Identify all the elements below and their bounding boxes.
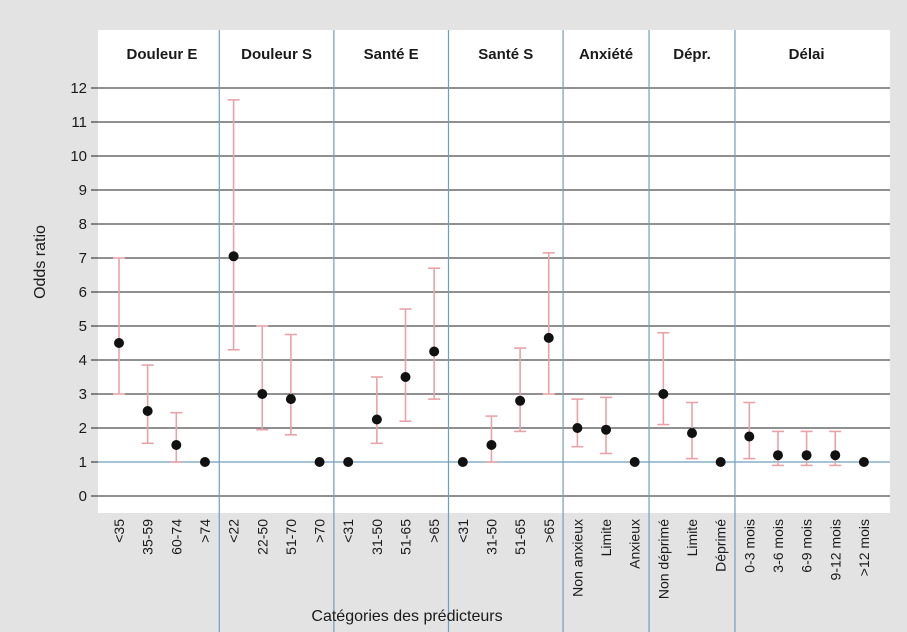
data-point bbox=[687, 428, 697, 439]
x-tick-label: Déprimé bbox=[713, 519, 729, 572]
data-point bbox=[371, 414, 382, 425]
x-tick-label: 31-50 bbox=[483, 519, 499, 555]
y-tick-label: 4 bbox=[79, 352, 87, 369]
x-tick-label: 0-3 mois bbox=[741, 519, 757, 573]
x-tick-label: >74 bbox=[197, 519, 213, 543]
y-tick-label: 5 bbox=[79, 318, 87, 335]
x-tick-label: Limite bbox=[598, 519, 614, 557]
y-tick-label: 9 bbox=[79, 182, 87, 199]
group-label: Santé S bbox=[478, 46, 533, 63]
x-tick-label: <22 bbox=[226, 519, 242, 543]
x-axis-ticks: <35 35-59 60-74 >74 <22 22-50 51-70 >70 <31 31-50… bbox=[111, 519, 872, 599]
y-tick-label: 2 bbox=[79, 420, 87, 437]
data-point bbox=[486, 440, 497, 450]
data-point bbox=[199, 457, 210, 467]
data-point bbox=[457, 457, 468, 467]
group-label: Délai bbox=[789, 46, 825, 63]
x-tick-label: >12 mois bbox=[856, 519, 872, 576]
x-tick-label: 6-9 mois bbox=[799, 519, 815, 573]
error-bars bbox=[113, 99, 842, 467]
y-axis-title: Odds ratio bbox=[32, 225, 49, 299]
data-point bbox=[629, 457, 640, 467]
gridlines bbox=[98, 87, 890, 497]
data-point bbox=[343, 457, 354, 467]
x-tick-label: 51-65 bbox=[398, 519, 414, 555]
data-point bbox=[114, 338, 124, 348]
data-point bbox=[543, 332, 554, 343]
y-tick-label: 8 bbox=[79, 216, 87, 233]
data-point bbox=[228, 251, 239, 262]
x-tick-label: Non déprimé bbox=[655, 519, 671, 599]
x-tick-label: Limite bbox=[684, 519, 700, 557]
x-tick-label: >65 bbox=[426, 519, 442, 543]
x-tick-label: Non anxieux bbox=[569, 519, 585, 597]
group-label: Santé E bbox=[364, 46, 419, 63]
x-tick-label: <35 bbox=[111, 519, 127, 543]
y-tick-label: 10 bbox=[70, 148, 87, 165]
x-tick-label: 60-74 bbox=[168, 519, 184, 555]
x-tick-label: >65 bbox=[541, 519, 557, 543]
x-tick-label: 3-6 mois bbox=[770, 519, 786, 573]
y-tick-label: 3 bbox=[79, 386, 87, 403]
x-tick-label: 22-50 bbox=[254, 519, 270, 555]
x-tick-label: 51-70 bbox=[283, 519, 299, 555]
x-axis-title: Catégories des prédicteurs bbox=[311, 608, 502, 625]
data-point bbox=[830, 450, 841, 461]
data-point bbox=[257, 389, 268, 399]
data-point bbox=[744, 431, 755, 442]
data-points bbox=[114, 251, 869, 467]
x-tick-label: 9-12 mois bbox=[827, 519, 843, 580]
x-tick-label: 51-65 bbox=[512, 519, 528, 555]
x-tick-label: 31-50 bbox=[369, 519, 385, 555]
data-point bbox=[801, 450, 812, 461]
data-point bbox=[400, 372, 411, 382]
data-point bbox=[314, 457, 325, 467]
y-tick-label: 11 bbox=[71, 114, 87, 131]
x-tick-label: Anxieux bbox=[627, 519, 643, 569]
group-label: Douleur S bbox=[241, 46, 312, 63]
plot-background bbox=[98, 30, 890, 513]
group-label: Douleur E bbox=[127, 46, 198, 63]
y-tick-label: 0 bbox=[79, 488, 87, 505]
x-tick-label: 35-59 bbox=[140, 519, 156, 555]
y-tick-label: 6 bbox=[79, 284, 87, 301]
y-tick-label: 1 bbox=[79, 454, 87, 471]
data-point bbox=[429, 346, 440, 357]
data-point bbox=[658, 389, 669, 399]
data-point bbox=[515, 395, 526, 406]
data-point bbox=[858, 457, 869, 467]
y-tick-label: 7 bbox=[79, 250, 87, 267]
data-point bbox=[285, 394, 296, 405]
x-tick-label: <31 bbox=[455, 519, 471, 543]
data-point bbox=[601, 424, 612, 435]
group-label: Dépr. bbox=[673, 46, 711, 63]
group-label: Anxiété bbox=[579, 46, 633, 63]
data-point bbox=[171, 440, 182, 450]
x-tick-label: >70 bbox=[312, 519, 328, 543]
group-labels: Douleur E Douleur S Santé E Santé S Anxiété D… bbox=[127, 46, 825, 63]
y-tick-label: 12 bbox=[70, 80, 87, 97]
x-tick-label: <31 bbox=[340, 519, 356, 543]
data-point bbox=[142, 406, 153, 416]
data-point bbox=[772, 450, 783, 461]
data-point bbox=[572, 423, 583, 433]
data-point bbox=[715, 457, 726, 467]
group-dividers bbox=[218, 30, 736, 632]
